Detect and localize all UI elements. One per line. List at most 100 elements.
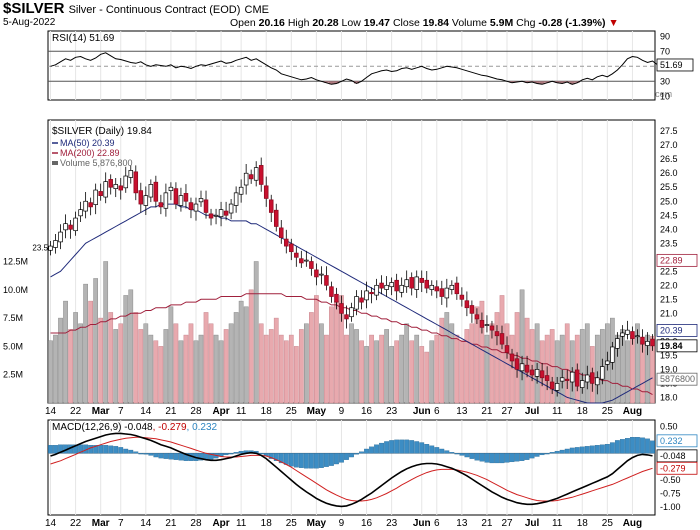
candle-body bbox=[123, 175, 129, 189]
candle-body bbox=[208, 213, 214, 219]
macd-histogram-bar bbox=[424, 444, 430, 454]
candle-body bbox=[153, 181, 159, 202]
candle-body bbox=[163, 192, 169, 209]
candle-body bbox=[258, 165, 264, 185]
volume-bar bbox=[223, 329, 229, 404]
candle-body bbox=[73, 217, 78, 232]
rsi-oversold-fill bbox=[524, 81, 530, 83]
macd-histogram-bar bbox=[564, 448, 570, 454]
candle-body bbox=[188, 202, 194, 211]
chg-label: Chg bbox=[516, 17, 536, 29]
macd-histogram-bar bbox=[153, 453, 159, 458]
volume-bar bbox=[584, 323, 590, 404]
candle-body bbox=[489, 325, 495, 331]
price-tick-label: 24.5 bbox=[660, 210, 678, 220]
x-tick-label: 27 bbox=[501, 406, 513, 417]
macd-histogram-bar bbox=[313, 453, 319, 469]
macd-histogram-bar bbox=[509, 453, 515, 463]
macd-histogram-bar bbox=[519, 453, 525, 461]
candle-body bbox=[143, 195, 149, 206]
macd-histogram-bar bbox=[609, 442, 615, 454]
rsi-tick-label: 30 bbox=[660, 76, 670, 86]
macd-tick-label: -1.00 bbox=[660, 502, 681, 512]
price-tick-label: 26.0 bbox=[660, 168, 678, 178]
volume-tick-label: 7.5M bbox=[3, 313, 23, 323]
volume-bar bbox=[419, 346, 425, 404]
macd-histogram-bar bbox=[369, 446, 374, 454]
candle-body bbox=[329, 286, 334, 297]
volume-bar bbox=[63, 300, 68, 404]
macd-histogram-bar bbox=[324, 453, 329, 467]
macd-legend-value: , -0.279 bbox=[153, 422, 187, 433]
macd-histogram-bar bbox=[278, 453, 284, 464]
candle-body bbox=[469, 305, 475, 314]
candle-body bbox=[424, 279, 430, 289]
macd-histogram-bar bbox=[359, 451, 364, 454]
volume-bar bbox=[103, 261, 109, 404]
macd-histogram-bar bbox=[534, 453, 540, 457]
volume-bar bbox=[564, 323, 570, 404]
candle-body bbox=[399, 284, 404, 293]
candle-body bbox=[484, 324, 490, 326]
candle-body bbox=[284, 238, 289, 247]
macd-legend-label: MACD(12,26,9) bbox=[52, 422, 124, 433]
macd-histogram-bar bbox=[504, 453, 510, 463]
volume-bar bbox=[509, 334, 515, 404]
volume-bar bbox=[339, 295, 344, 404]
macd-histogram-bar bbox=[233, 452, 239, 454]
macd-histogram-bar bbox=[73, 444, 78, 454]
candle-body bbox=[243, 172, 249, 186]
macd-last-value-box bbox=[656, 461, 698, 475]
macd-histogram-bar bbox=[78, 444, 84, 454]
x-tick-label: 18 bbox=[261, 406, 273, 417]
volume-bar bbox=[554, 340, 560, 404]
candle-body bbox=[429, 284, 435, 290]
candle-body bbox=[549, 381, 555, 390]
candle-body bbox=[459, 294, 465, 300]
price-tick-label: 27.0 bbox=[660, 140, 678, 150]
candle-body bbox=[464, 300, 470, 309]
x-tick-label: 11 bbox=[552, 406, 563, 417]
macd-histogram-bar bbox=[163, 453, 169, 459]
macd-histogram-bar bbox=[339, 453, 344, 463]
macd-histogram-bar bbox=[419, 442, 425, 454]
macd-histogram-bar bbox=[238, 450, 244, 454]
volume-bar bbox=[404, 323, 410, 404]
volume-bar bbox=[263, 334, 269, 404]
rsi-oversold-fill bbox=[328, 81, 334, 85]
candle-body bbox=[509, 353, 515, 362]
low-value: 19.47 bbox=[363, 17, 391, 29]
macd-histogram-bar bbox=[489, 453, 495, 464]
volume-bar bbox=[349, 323, 354, 404]
macd-histogram-bar bbox=[554, 450, 560, 454]
volume-bar bbox=[479, 300, 485, 404]
volume-bar bbox=[233, 312, 239, 404]
volume-bar bbox=[434, 334, 440, 404]
x-tick-label-bottom: Jul bbox=[525, 518, 540, 529]
x-tick-label: 6 bbox=[434, 406, 440, 417]
low-label: Low bbox=[341, 17, 361, 29]
open-label: Open bbox=[230, 17, 256, 29]
macd-tick-label: 0.50 bbox=[660, 421, 678, 431]
volume-bar bbox=[133, 312, 139, 404]
volume-bar bbox=[459, 340, 465, 404]
volume-bar bbox=[369, 334, 374, 404]
x-tick-label-bottom: 25 bbox=[286, 518, 298, 529]
macd-histogram-bar bbox=[88, 445, 94, 454]
macd-histogram-bar bbox=[544, 453, 550, 455]
candle-body bbox=[83, 200, 88, 212]
volume-bar bbox=[344, 334, 349, 404]
volume-bar bbox=[424, 351, 430, 404]
candle-body bbox=[645, 341, 650, 346]
x-tick-label-bottom: Aug bbox=[623, 518, 642, 529]
x-tick-label-bottom: 18 bbox=[261, 518, 273, 529]
volume-bar bbox=[384, 329, 389, 404]
volume-bar bbox=[359, 340, 364, 404]
open-value: 20.16 bbox=[258, 17, 285, 29]
volume-bar bbox=[238, 300, 244, 404]
candle-body bbox=[610, 346, 615, 363]
volume-bar bbox=[268, 329, 274, 404]
volume-tick-label: 10.0M bbox=[3, 285, 28, 295]
macd-histogram-bar bbox=[469, 453, 475, 459]
candle-body bbox=[369, 291, 374, 295]
